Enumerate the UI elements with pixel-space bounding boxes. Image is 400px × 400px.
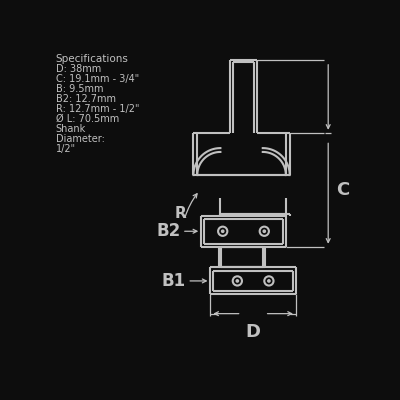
Circle shape xyxy=(263,230,266,232)
Text: B2: 12.7mm: B2: 12.7mm xyxy=(56,94,116,104)
Text: R: R xyxy=(174,206,186,221)
Text: 1/2": 1/2" xyxy=(56,144,76,154)
Text: B: 9.5mm: B: 9.5mm xyxy=(56,84,103,94)
Text: B1: B1 xyxy=(162,272,186,290)
Text: Shank: Shank xyxy=(56,124,86,134)
Text: Ø L: 70.5mm: Ø L: 70.5mm xyxy=(56,114,119,124)
Text: C: C xyxy=(336,181,349,199)
Text: R: 12.7mm - 1/2": R: 12.7mm - 1/2" xyxy=(56,104,139,114)
Text: Specifications: Specifications xyxy=(56,54,128,64)
Text: C: 19.1mm - 3/4": C: 19.1mm - 3/4" xyxy=(56,74,139,84)
Circle shape xyxy=(222,230,224,232)
Circle shape xyxy=(268,280,270,282)
Text: D: 38mm: D: 38mm xyxy=(56,64,101,74)
Text: B2: B2 xyxy=(156,222,180,240)
Text: D: D xyxy=(246,323,261,341)
Text: Diameter:: Diameter: xyxy=(56,134,104,144)
Circle shape xyxy=(236,280,238,282)
